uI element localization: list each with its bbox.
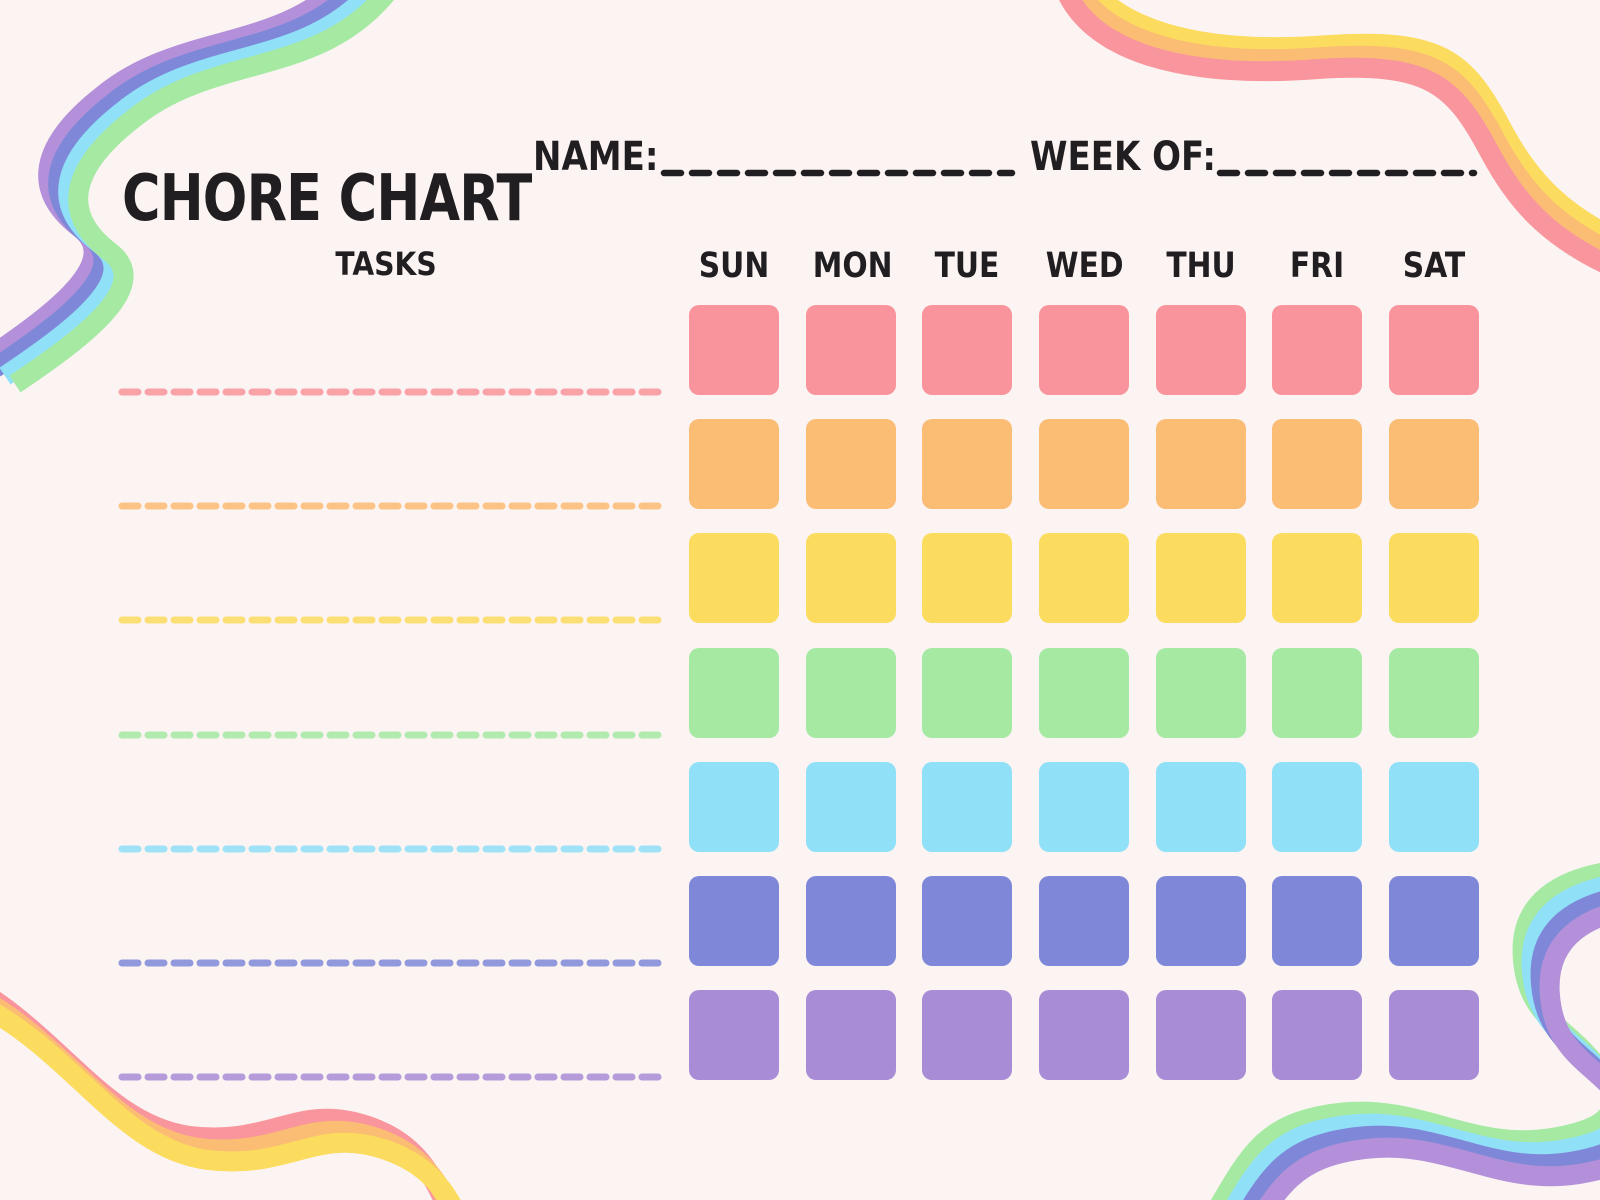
check-cell-yellow-fri[interactable] xyxy=(1272,533,1363,624)
check-cell-periwinkle-tue[interactable] xyxy=(922,875,1013,966)
day-header-tue: TUE xyxy=(934,246,1000,286)
task-input-line-purple[interactable] xyxy=(114,1071,664,1083)
check-cell-green-sat[interactable] xyxy=(1389,647,1480,738)
check-cell-sky-blue-wed[interactable] xyxy=(1039,761,1130,852)
week-of-label: WEEK OF: xyxy=(1030,134,1217,180)
check-cell-periwinkle-fri[interactable] xyxy=(1272,875,1363,966)
day-header-mon: MON xyxy=(812,246,893,286)
check-cell-pink-thu[interactable] xyxy=(1155,305,1246,395)
check-cell-orange-sat[interactable] xyxy=(1389,419,1480,510)
check-cell-periwinkle-sun[interactable] xyxy=(689,875,779,966)
task-input-line-periwinkle[interactable] xyxy=(114,957,664,969)
day-header-fri: FRI xyxy=(1290,246,1345,286)
check-cell-sky-blue-fri[interactable] xyxy=(1272,761,1363,852)
check-cell-purple-wed[interactable] xyxy=(1039,990,1130,1081)
check-cell-purple-sat[interactable] xyxy=(1389,990,1480,1081)
day-header-sun: SUN xyxy=(698,246,770,286)
check-cell-orange-sun[interactable] xyxy=(689,419,779,510)
tasks-column-header: TASKS xyxy=(335,245,437,283)
task-input-line-pink[interactable] xyxy=(114,386,664,398)
task-input-line-orange[interactable] xyxy=(114,500,664,512)
check-cell-orange-thu[interactable] xyxy=(1155,419,1246,510)
check-cell-sky-blue-sat[interactable] xyxy=(1389,761,1480,852)
check-cell-orange-mon[interactable] xyxy=(805,419,896,510)
check-cell-sky-blue-thu[interactable] xyxy=(1155,761,1246,852)
check-cell-periwinkle-sat[interactable] xyxy=(1389,875,1480,966)
check-cell-yellow-tue[interactable] xyxy=(922,533,1013,624)
ribbon-bottom-left-icon xyxy=(0,991,461,1200)
task-input-line-sky-blue[interactable] xyxy=(114,843,664,855)
check-cell-periwinkle-mon[interactable] xyxy=(805,875,896,966)
check-cell-sky-blue-mon[interactable] xyxy=(805,761,896,852)
day-header-thu: THU xyxy=(1166,246,1236,286)
week-of-input-line[interactable] xyxy=(1216,167,1478,179)
check-cell-green-wed[interactable] xyxy=(1039,647,1130,738)
check-cell-yellow-mon[interactable] xyxy=(805,533,896,624)
check-cell-green-mon[interactable] xyxy=(805,647,896,738)
check-cell-pink-tue[interactable] xyxy=(922,305,1013,395)
day-header-sat: SAT xyxy=(1402,246,1466,286)
ribbon-top-left-icon xyxy=(0,0,394,393)
check-cell-orange-wed[interactable] xyxy=(1039,419,1130,510)
name-input-line[interactable] xyxy=(660,167,1018,179)
check-cell-periwinkle-thu[interactable] xyxy=(1155,875,1246,966)
day-headers-row: SUN MON TUE WED THU FRI SAT xyxy=(689,247,1479,286)
day-header-wed: WED xyxy=(1045,246,1124,286)
task-input-line-yellow[interactable] xyxy=(114,614,664,626)
check-cell-pink-sat[interactable] xyxy=(1389,305,1480,395)
task-input-line-green[interactable] xyxy=(114,729,664,741)
check-cell-sky-blue-tue[interactable] xyxy=(922,761,1013,852)
check-cell-yellow-wed[interactable] xyxy=(1039,533,1130,624)
check-cell-purple-sun[interactable] xyxy=(689,990,779,1081)
check-cell-green-sun[interactable] xyxy=(689,647,779,738)
page-title: CHORE CHART xyxy=(122,161,532,236)
check-cell-yellow-thu[interactable] xyxy=(1155,533,1246,624)
ribbon-bottom-right-icon xyxy=(1210,863,1600,1200)
check-cell-sky-blue-sun[interactable] xyxy=(689,761,779,852)
check-cell-orange-tue[interactable] xyxy=(922,419,1013,510)
check-cell-periwinkle-wed[interactable] xyxy=(1039,875,1130,966)
check-cell-purple-fri[interactable] xyxy=(1272,990,1363,1081)
check-cell-pink-wed[interactable] xyxy=(1039,305,1130,395)
check-cell-yellow-sun[interactable] xyxy=(689,533,779,624)
check-cell-green-tue[interactable] xyxy=(922,647,1013,738)
check-cell-pink-fri[interactable] xyxy=(1272,305,1363,395)
check-cell-purple-tue[interactable] xyxy=(922,990,1013,1081)
check-cell-yellow-sat[interactable] xyxy=(1389,533,1480,624)
check-cell-purple-thu[interactable] xyxy=(1155,990,1246,1081)
chore-grid xyxy=(689,305,1480,1081)
check-cell-green-fri[interactable] xyxy=(1272,647,1363,738)
check-cell-purple-mon[interactable] xyxy=(805,990,896,1081)
name-label: NAME: xyxy=(533,134,659,180)
check-cell-pink-sun[interactable] xyxy=(689,305,779,395)
check-cell-pink-mon[interactable] xyxy=(805,305,896,395)
check-cell-green-thu[interactable] xyxy=(1155,647,1246,738)
check-cell-orange-fri[interactable] xyxy=(1272,419,1363,510)
ribbon-top-right-icon xyxy=(1059,0,1600,273)
